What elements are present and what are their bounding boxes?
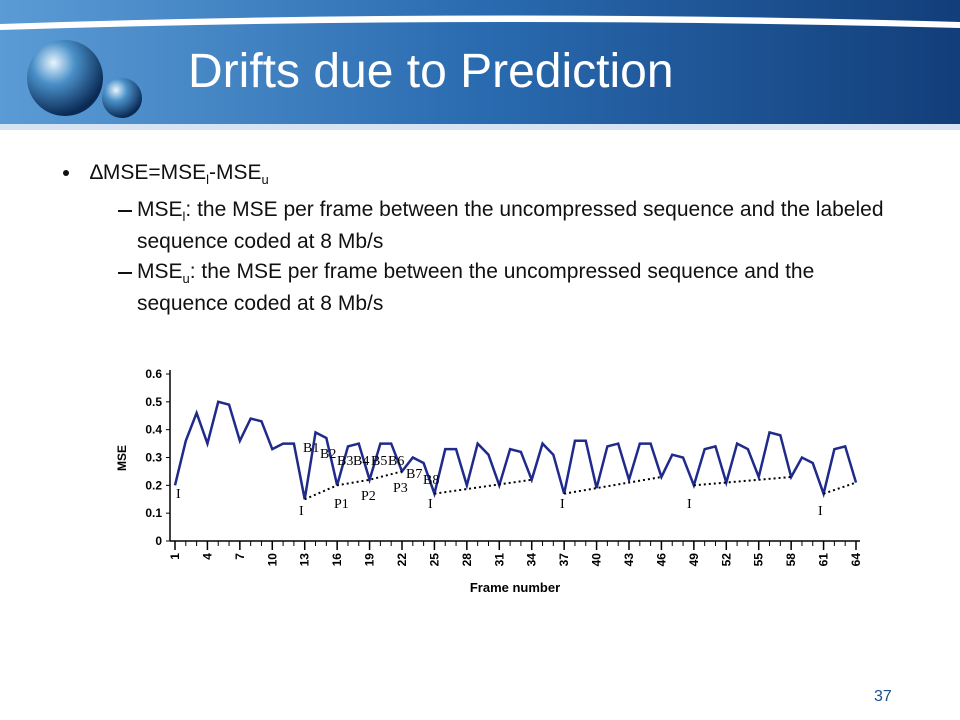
x-tick-label: 22 bbox=[395, 553, 409, 567]
annotation: P3 bbox=[393, 481, 408, 496]
y-axis-label: MSE bbox=[115, 445, 129, 471]
annotation: I bbox=[687, 497, 692, 512]
x-tick-label: 61 bbox=[817, 553, 831, 567]
header-art bbox=[0, 0, 960, 130]
annotation: B6 bbox=[388, 454, 404, 469]
trend-line bbox=[304, 470, 857, 501]
subscript: u bbox=[261, 172, 269, 188]
series-line bbox=[173, 400, 858, 500]
annotation: B8 bbox=[423, 473, 439, 488]
x-tick-label: 43 bbox=[622, 553, 636, 567]
sphere bbox=[27, 40, 103, 116]
y-tick-label: 0.4 bbox=[145, 423, 162, 437]
y-tick-label: 0.6 bbox=[145, 367, 162, 381]
annotation: B1 bbox=[303, 441, 319, 456]
x-tick-label: 19 bbox=[363, 553, 377, 567]
text: ∆MSE=MSE bbox=[90, 161, 207, 184]
annotation: B5 bbox=[371, 454, 387, 469]
y-tick-label: 0.2 bbox=[145, 478, 162, 492]
header: Drifts due to Prediction bbox=[0, 0, 960, 130]
annotation: I bbox=[560, 497, 565, 512]
x-tick-label: 16 bbox=[330, 553, 344, 567]
x-tick-label: 52 bbox=[719, 553, 733, 567]
bullet-dash bbox=[118, 272, 132, 274]
annotation: I bbox=[818, 504, 823, 519]
y-tick-label: 0 bbox=[155, 534, 162, 548]
annotation: B3 bbox=[337, 454, 353, 469]
annotation: B2 bbox=[320, 447, 336, 462]
text: -MSE bbox=[209, 161, 262, 184]
annotation: P2 bbox=[361, 489, 376, 504]
x-tick-label: 31 bbox=[492, 553, 506, 567]
header-rule bbox=[0, 124, 960, 130]
x-tick-label: 34 bbox=[525, 553, 539, 567]
x-tick-label: 4 bbox=[200, 553, 214, 560]
text: : the MSE per frame between the uncompre… bbox=[137, 260, 815, 316]
x-tick-label: 10 bbox=[265, 553, 279, 567]
page-number: 37 bbox=[874, 688, 892, 705]
subscript: l bbox=[206, 172, 210, 188]
x-tick-label: 1 bbox=[168, 553, 182, 560]
annotation: B7 bbox=[406, 467, 422, 482]
x-axis-label: Frame number bbox=[470, 580, 560, 595]
x-tick-label: 55 bbox=[752, 553, 766, 567]
x-tick-label: 46 bbox=[654, 553, 668, 567]
x-tick-label: 28 bbox=[460, 553, 474, 567]
y-tick-label: 0.5 bbox=[145, 395, 162, 409]
bullet-dot bbox=[63, 170, 69, 176]
sub-bullet: MSEl: the MSE per frame between the unco… bbox=[137, 197, 907, 254]
x-tick-label: 64 bbox=[849, 553, 863, 567]
bullet-dash bbox=[118, 210, 132, 212]
text: MSE bbox=[137, 260, 183, 283]
text: MSE bbox=[137, 198, 183, 221]
y-tick-label: 0.3 bbox=[145, 451, 162, 465]
sub-bullet: MSEu: the MSE per frame between the unco… bbox=[137, 259, 907, 316]
annotation: P1 bbox=[334, 497, 349, 512]
x-tick-label: 37 bbox=[557, 553, 571, 567]
y-tick-label: 0.1 bbox=[145, 506, 162, 520]
x-tick-label: 49 bbox=[687, 553, 701, 567]
x-tick-label: 7 bbox=[233, 553, 247, 560]
header-curve bbox=[0, 15, 960, 30]
text: : the MSE per frame between the uncompre… bbox=[137, 198, 884, 254]
x-tick-label: 40 bbox=[590, 553, 604, 567]
annotation: I bbox=[176, 487, 181, 502]
annotation: B4 bbox=[353, 454, 369, 469]
slide-title: Drifts due to Prediction bbox=[188, 45, 674, 98]
x-tick-label: 58 bbox=[784, 553, 798, 567]
annotation: I bbox=[428, 497, 433, 512]
bullet: ∆MSE=MSEl-MSEu bbox=[90, 160, 269, 192]
x-tick-label: 25 bbox=[427, 553, 441, 567]
x-tick-label: 13 bbox=[298, 553, 312, 567]
subscript: l bbox=[182, 209, 186, 225]
annotation: I bbox=[299, 504, 304, 519]
subscript: u bbox=[182, 271, 190, 287]
sphere bbox=[102, 78, 142, 118]
